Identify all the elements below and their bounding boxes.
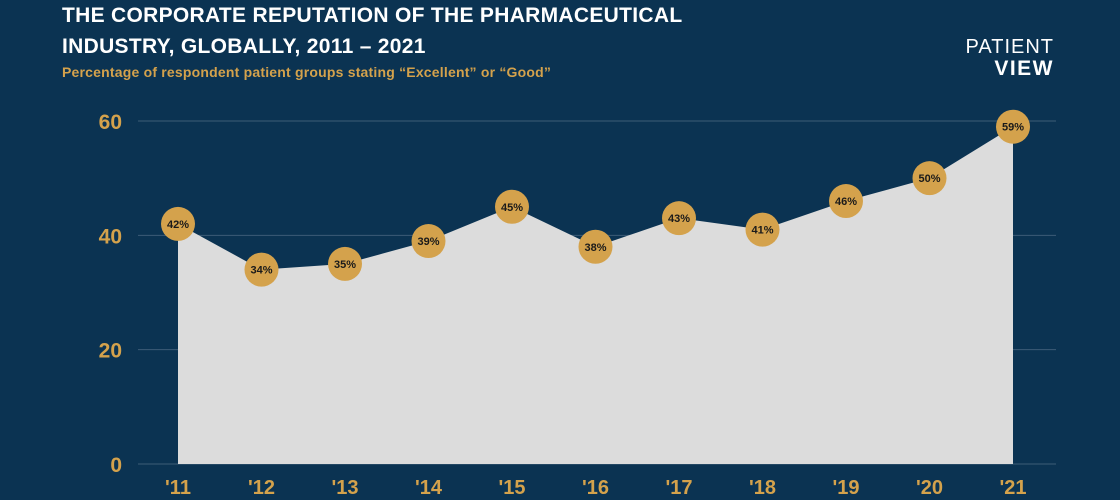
x-tick-label: '13	[331, 477, 358, 499]
y-tick-label: 40	[99, 225, 122, 248]
data-label: 59%	[1002, 122, 1024, 134]
x-axis: '11 '12 '13 '14 '15 '16 '17 '18 '19 '20 '21	[165, 477, 1026, 499]
area-series	[178, 126, 1013, 464]
x-tick-label: '17	[665, 477, 692, 499]
data-label: 42%	[167, 219, 189, 231]
x-tick-label: '14	[415, 477, 443, 499]
y-tick-label: 0	[110, 454, 122, 477]
data-label: 46%	[835, 196, 857, 208]
x-tick-label: '15	[498, 477, 525, 499]
data-point: 46%	[829, 184, 863, 219]
brand-line-2: VIEW	[994, 57, 1054, 80]
data-point: 45%	[495, 189, 529, 224]
data-label: 43%	[668, 213, 690, 225]
data-point: 39%	[411, 224, 446, 259]
data-point: 34%	[244, 252, 279, 287]
x-tick-label: '18	[749, 477, 776, 499]
data-point: 43%	[662, 201, 696, 236]
x-tick-label: '12	[248, 477, 275, 499]
x-tick-label: '19	[832, 477, 859, 499]
data-point: 42%	[161, 206, 195, 241]
x-tick-label: '21	[999, 477, 1026, 499]
data-label: 41%	[751, 225, 773, 237]
data-marker	[578, 229, 613, 264]
data-marker	[328, 246, 362, 281]
data-marker	[745, 212, 780, 247]
data-label: 38%	[584, 242, 606, 254]
data-points: 42% 34% 35% 39% 45% 38% 43% 41% 46% 50% 59%	[161, 109, 1030, 287]
data-point: 35%	[328, 246, 362, 281]
x-tick-label: '11	[165, 477, 191, 499]
brand-logo: PATIENT VIEW	[966, 36, 1054, 80]
data-marker	[662, 201, 696, 236]
data-marker	[411, 224, 446, 259]
data-point: 50%	[912, 161, 947, 196]
chart-title: THE CORPORATE REPUTATION OF THE PHARMACE…	[62, 4, 683, 58]
data-point: 41%	[745, 212, 780, 247]
data-label: 34%	[250, 265, 272, 277]
data-label: 45%	[501, 202, 523, 214]
data-point: 59%	[996, 109, 1030, 144]
data-marker	[495, 189, 529, 224]
data-label: 35%	[334, 259, 356, 271]
data-marker	[912, 161, 947, 196]
chart-subtitle: Percentage of respondent patient groups …	[62, 64, 552, 80]
y-tick-label: 60	[99, 111, 122, 134]
data-marker	[244, 252, 279, 287]
x-tick-label: '20	[916, 477, 943, 499]
data-marker	[996, 109, 1030, 144]
data-label: 50%	[918, 173, 940, 185]
brand-line-1: PATIENT	[965, 36, 1054, 58]
data-marker	[829, 184, 863, 219]
x-tick-label: '16	[582, 477, 609, 499]
data-point: 38%	[578, 229, 613, 264]
data-label: 39%	[417, 236, 439, 248]
y-axis: 0 20 40 60	[99, 111, 122, 477]
data-marker	[161, 206, 195, 241]
y-tick-label: 20	[99, 340, 122, 363]
